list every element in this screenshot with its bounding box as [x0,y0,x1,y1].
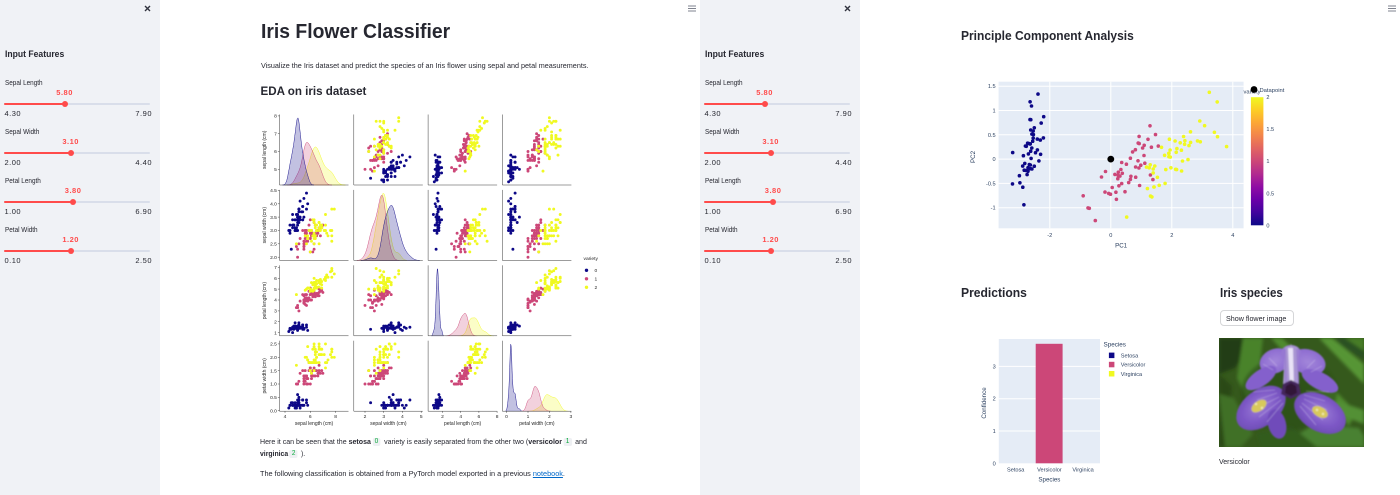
svg-text:3: 3 [382,414,385,420]
svg-text:0.5: 0.5 [1266,191,1274,197]
svg-text:0: 0 [505,414,508,420]
svg-text:3.0: 3.0 [270,228,277,234]
svg-text:1: 1 [992,109,995,115]
svg-text:8: 8 [274,114,277,120]
svg-text:Species: Species [1104,342,1126,349]
svg-text:petal width (cm): petal width (cm) [519,421,555,427]
svg-text:4: 4 [274,298,277,304]
svg-text:2: 2 [548,414,551,420]
svg-text:7: 7 [274,265,277,271]
svg-text:2: 2 [441,414,444,420]
svg-text:1.5: 1.5 [270,368,277,374]
svg-text:3: 3 [993,364,996,370]
svg-text:8: 8 [334,414,337,420]
svg-text:Confidence: Confidence [981,387,988,419]
svg-text:0: 0 [992,157,995,163]
svg-text:8: 8 [496,414,499,420]
svg-text:3: 3 [570,414,573,420]
svg-text:petal length (cm): petal length (cm) [444,421,482,427]
svg-text:1.0: 1.0 [270,382,277,388]
svg-text:-0.5: -0.5 [986,181,996,187]
svg-text:2.0: 2.0 [270,355,277,361]
svg-text:4.0: 4.0 [270,202,277,208]
svg-text:-1: -1 [991,206,996,212]
svg-text:0: 0 [595,268,598,274]
svg-text:-2: -2 [1047,233,1052,239]
svg-text:3: 3 [274,309,277,315]
svg-text:6: 6 [478,414,481,420]
svg-text:7: 7 [274,131,277,137]
svg-text:sepal length (cm): sepal length (cm) [295,421,334,427]
svg-text:1.5: 1.5 [1266,127,1274,133]
svg-text:2.5: 2.5 [270,242,277,248]
svg-text:0: 0 [1109,233,1112,239]
svg-text:4: 4 [401,414,404,420]
svg-text:2: 2 [1266,95,1269,101]
svg-text:1: 1 [527,414,530,420]
svg-text:Species: Species [1038,477,1060,484]
svg-text:2.5: 2.5 [270,342,277,348]
svg-text:PC2: PC2 [970,150,977,163]
svg-text:5: 5 [420,414,423,420]
svg-text:1: 1 [1266,159,1269,165]
svg-text:4: 4 [1231,233,1234,239]
svg-text:5: 5 [274,167,277,173]
svg-text:2.0: 2.0 [270,255,277,261]
svg-text:petal width (cm): petal width (cm) [262,358,268,394]
svg-text:4.5: 4.5 [270,188,277,194]
svg-text:2: 2 [993,397,996,403]
svg-text:1: 1 [274,330,277,336]
svg-text:3.5: 3.5 [270,215,277,221]
svg-text:2: 2 [364,414,367,420]
svg-text:Datapoint: Datapoint [1260,88,1285,94]
svg-text:Versicolor: Versicolor [1037,468,1062,474]
svg-text:1.5: 1.5 [988,84,996,90]
svg-text:Versicolor: Versicolor [1121,363,1146,369]
svg-text:Setosa: Setosa [1007,468,1025,474]
svg-text:Virginica: Virginica [1072,468,1094,474]
svg-text:Virginica: Virginica [1121,372,1143,378]
svg-text:2: 2 [595,285,598,291]
svg-text:4: 4 [284,414,287,420]
svg-text:6: 6 [274,276,277,282]
svg-text:1: 1 [595,277,598,283]
svg-text:1: 1 [993,429,996,435]
svg-text:sepal width (cm): sepal width (cm) [262,207,268,244]
svg-text:4: 4 [459,414,462,420]
svg-text:sepal length (cm): sepal length (cm) [262,130,268,169]
svg-text:Setosa: Setosa [1121,353,1139,359]
svg-text:petal length (cm): petal length (cm) [262,282,268,320]
svg-text:variety: variety [584,256,599,262]
svg-text:5: 5 [274,287,277,293]
svg-text:2: 2 [274,319,277,325]
svg-text:0: 0 [1266,223,1269,229]
svg-text:0.5: 0.5 [270,395,277,401]
svg-text:sepal width (cm): sepal width (cm) [370,421,407,427]
svg-text:0: 0 [993,461,996,467]
svg-text:0.5: 0.5 [988,133,996,139]
svg-text:2: 2 [1170,233,1173,239]
svg-text:0.0: 0.0 [270,408,277,414]
svg-text:6: 6 [274,149,277,155]
svg-text:6: 6 [309,414,312,420]
svg-text:PC1: PC1 [1115,243,1128,250]
svg-text:variety: variety [1244,90,1261,96]
